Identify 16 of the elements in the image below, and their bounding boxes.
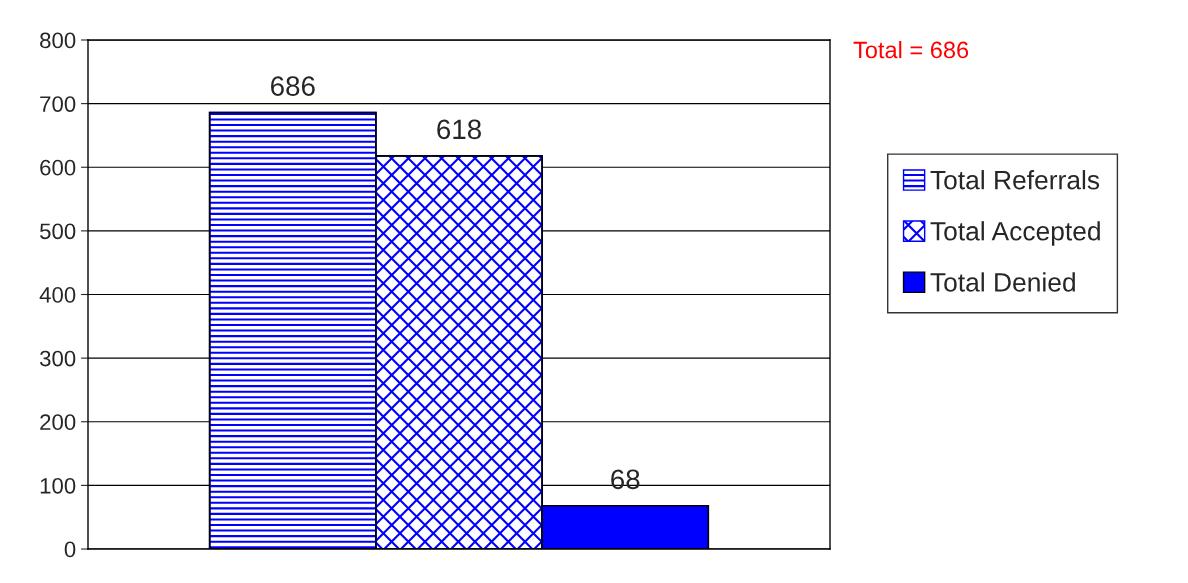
y-tick-label: 200	[40, 414, 76, 431]
text: Total = 686	[853, 41, 969, 59]
legend-label: Total Denied	[930, 272, 1075, 292]
y-tick-label: 800	[40, 32, 76, 49]
legend-label: Total Referrals	[930, 170, 1100, 190]
y-tick-label: 600	[40, 159, 76, 176]
y-tick-label: 300	[39, 350, 76, 367]
y-tick-label: 500	[40, 223, 76, 240]
data-label: 68	[611, 469, 640, 490]
y-tick-label: 100	[40, 477, 76, 494]
y-tick-label: 0	[64, 541, 76, 558]
y-tick-label: 700	[40, 96, 76, 112]
y-tick-label: 400	[39, 287, 76, 303]
data-label: 686	[271, 76, 315, 96]
data-label: 618	[437, 119, 481, 140]
legend-label: Total Accepted	[930, 221, 1100, 246]
